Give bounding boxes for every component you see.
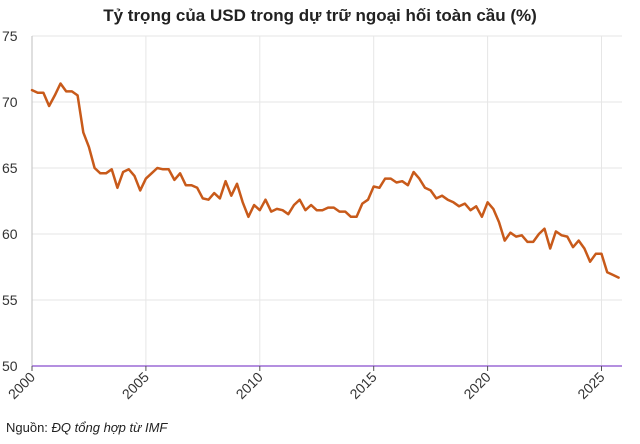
y-tick-label-60: 60 [2, 226, 18, 242]
y-tick-label-65: 65 [2, 160, 18, 176]
x-tick-label-2005: 2005 [119, 369, 152, 402]
chart-title: Tỷ trọng của USD trong dự trữ ngoại hối … [103, 6, 537, 25]
x-tick-label-2010: 2010 [233, 369, 266, 402]
x-tick-label-2020: 2020 [460, 369, 493, 402]
grid-lines [31, 35, 622, 366]
y-tick-label-50: 50 [2, 358, 18, 374]
axes [31, 36, 622, 371]
source-label: Nguồn: [6, 420, 48, 435]
x-tick-label-2025: 2025 [574, 369, 607, 402]
y-tick-label-75: 75 [2, 28, 18, 44]
source-value: ĐQ tổng hợp từ IMF [51, 420, 168, 435]
source-note: Nguồn: ĐQ tổng hợp từ IMF [6, 420, 167, 435]
series-layer [30, 82, 620, 279]
series-line-0 [30, 82, 620, 279]
y-tick-label-70: 70 [2, 94, 18, 110]
x-tick-label-2015: 2015 [346, 369, 379, 402]
y-tick-label-55: 55 [2, 292, 18, 308]
